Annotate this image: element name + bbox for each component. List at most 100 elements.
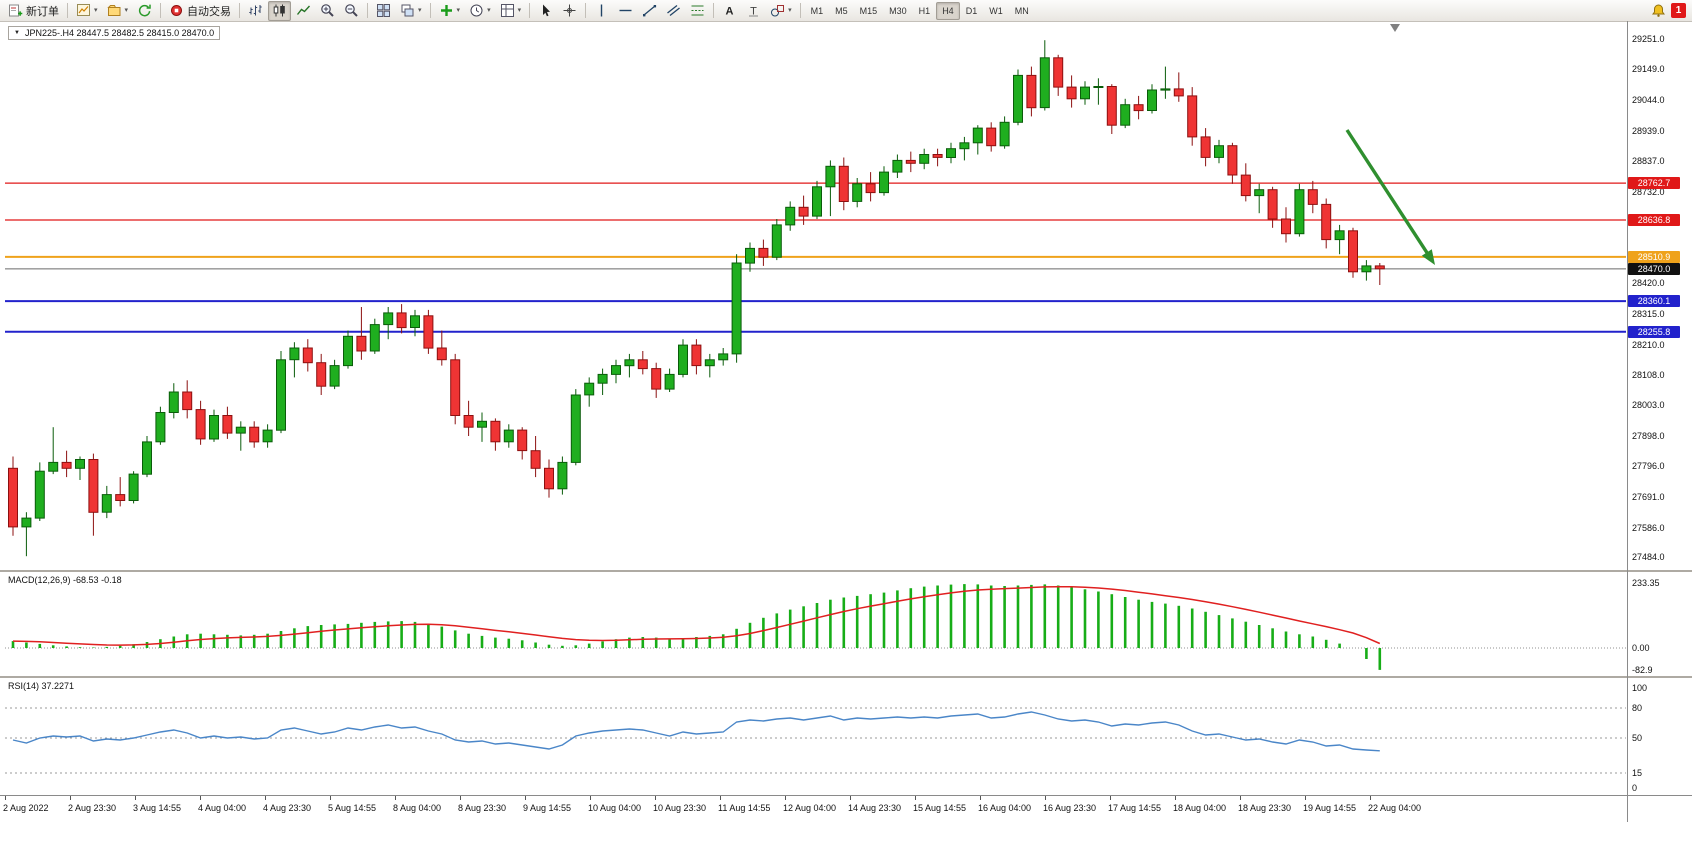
rsi-panel[interactable]	[5, 678, 1626, 795]
main-toolbar: 新订单 ▾ ▾ 自动交易 ▾ ▾ ▾ ▾ A T ▾	[0, 0, 1692, 22]
time-tick	[200, 796, 201, 800]
price-chart[interactable]: ▼ JPN225-.H4 28447.5 28482.5 28415.0 284…	[5, 22, 1626, 570]
macd-panel[interactable]	[5, 572, 1626, 676]
new-chart-icon	[76, 3, 91, 18]
trendline-button[interactable]	[638, 1, 661, 21]
timeframe-mn-button[interactable]: MN	[1014, 5, 1029, 16]
timeframe-m15-button[interactable]: M15	[859, 5, 878, 16]
cursor-button[interactable]	[534, 1, 557, 21]
timeframe-m5-button[interactable]: M5	[835, 5, 848, 16]
zoom-out-button[interactable]	[340, 1, 363, 21]
time-tick	[1175, 796, 1176, 800]
candle	[919, 154, 930, 164]
tile-windows-button[interactable]	[372, 1, 395, 21]
candle	[879, 171, 889, 194]
candle	[517, 429, 528, 452]
templates-icon	[500, 3, 515, 18]
time-tick	[1045, 796, 1046, 800]
candle	[785, 206, 796, 226]
new-order-button[interactable]: 新订单	[4, 1, 63, 21]
svg-text:A: A	[726, 6, 734, 18]
dropdown-caret: ▾	[124, 7, 129, 14]
bar-chart-button[interactable]	[244, 1, 267, 21]
timeframe-m1-button[interactable]: M1	[810, 5, 824, 16]
notification-badge[interactable]: 1	[1671, 3, 1686, 18]
candle	[812, 186, 822, 217]
price-axis-border	[1627, 21, 1628, 822]
one-click-trading-toggle-icon[interactable]: ▼	[14, 30, 20, 36]
periods-button[interactable]: ▾	[465, 1, 495, 21]
candlestick-chart-button[interactable]	[268, 0, 292, 21]
candle	[276, 359, 286, 431]
candle	[1053, 57, 1064, 88]
time-label: 2 Aug 2022	[3, 803, 49, 813]
timeframe-m30-button[interactable]: M30	[889, 5, 907, 16]
candle	[798, 206, 809, 217]
price-tick: 28939.0	[1632, 125, 1665, 136]
notifications-button[interactable]	[1647, 1, 1670, 21]
time-axis[interactable]: 2 Aug 2022 2 Aug 23:30 3 Aug 14:55 4 Aug 04…	[0, 796, 1692, 822]
candle	[1267, 189, 1278, 220]
templates-button[interactable]: ▾	[496, 1, 526, 21]
timeframe-w1-button[interactable]: W1	[989, 5, 1003, 16]
rsi-axis-tick: 15	[1632, 767, 1643, 778]
refresh-button[interactable]	[133, 1, 156, 21]
refresh-icon	[137, 3, 152, 18]
vertical-line-button[interactable]	[590, 1, 613, 21]
candle	[222, 415, 233, 434]
candle	[731, 262, 742, 355]
price-tick: 29044.0	[1632, 95, 1665, 106]
panel-splitter[interactable]	[0, 676, 1692, 678]
timeframe-h4-button[interactable]: H4	[936, 1, 960, 20]
text-label-icon: T	[746, 3, 761, 18]
candle	[597, 373, 608, 384]
cascade-windows-button[interactable]: ▾	[396, 1, 426, 21]
horizontal-line-icon	[618, 3, 633, 18]
line-chart-button[interactable]	[292, 1, 315, 21]
auto-trading-button[interactable]: 自动交易	[165, 1, 235, 21]
time-label: 8 Aug 23:30	[458, 803, 507, 813]
candle	[503, 429, 514, 443]
candle	[745, 247, 755, 264]
candle	[999, 121, 1010, 147]
auto-trading-icon	[169, 3, 184, 18]
time-tick	[5, 796, 6, 800]
horizontal-line-button[interactable]	[614, 1, 637, 21]
crosshair-button[interactable]	[558, 1, 581, 21]
rsi-axis-tick: 80	[1632, 702, 1643, 713]
line-chart-icon	[296, 3, 311, 18]
candle	[34, 470, 45, 519]
candle	[209, 415, 219, 440]
candle	[1281, 218, 1291, 235]
candle	[972, 127, 983, 144]
macd-signal-line	[12, 585, 1381, 646]
timeframe-d1-button[interactable]: D1	[965, 5, 978, 16]
text-button[interactable]: A	[718, 1, 741, 21]
time-tick	[1370, 796, 1371, 800]
candle	[289, 347, 300, 361]
timeframe-h1-button[interactable]: H1	[918, 5, 931, 16]
profiles-button[interactable]: ▾	[103, 1, 133, 21]
new-order-icon	[8, 3, 23, 18]
text-label-button[interactable]: T	[742, 1, 765, 21]
shapes-button[interactable]: ▾	[766, 1, 796, 21]
rsi-axis-tick: 0	[1632, 782, 1638, 793]
candle	[865, 183, 876, 194]
time-axis-border	[0, 795, 1692, 796]
new-chart-button[interactable]: ▾	[72, 1, 102, 21]
candle	[530, 450, 541, 469]
indicators-button[interactable]: ▾	[435, 1, 465, 21]
panel-splitter[interactable]	[0, 570, 1692, 572]
toolbar-separator	[67, 3, 68, 18]
candle	[1227, 145, 1238, 176]
macd-values: -68.53 -0.18	[73, 575, 122, 585]
price-tick: 28108.0	[1632, 369, 1665, 380]
channel-button[interactable]	[662, 1, 685, 21]
zoom-in-button[interactable]	[316, 1, 339, 21]
clock-icon	[469, 3, 484, 18]
time-label: 8 Aug 04:00	[393, 803, 442, 813]
toolbar-separator	[429, 3, 431, 18]
fibonacci-button[interactable]	[686, 1, 709, 21]
profiles-icon	[106, 3, 122, 18]
